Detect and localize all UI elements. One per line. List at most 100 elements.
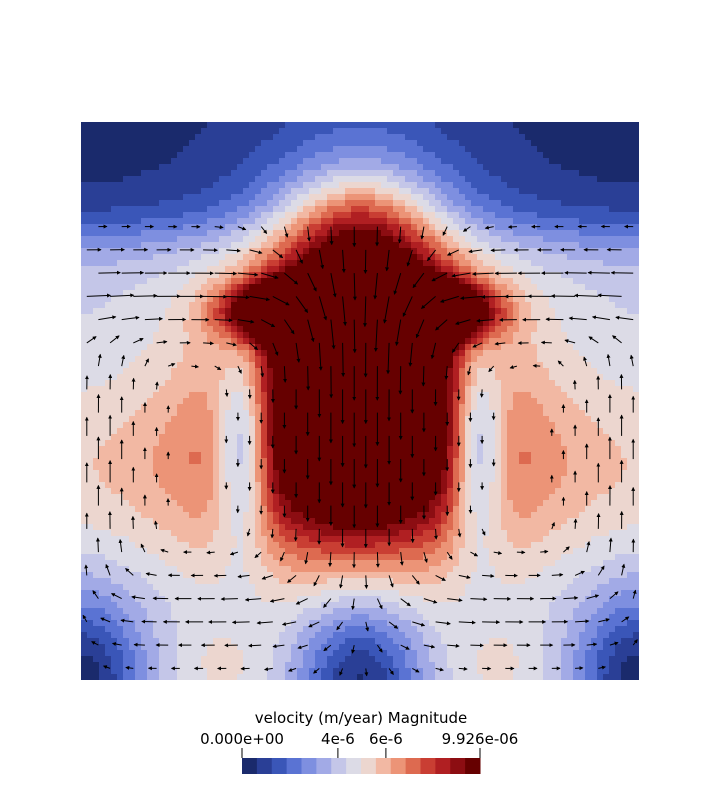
field-cell — [333, 596, 340, 603]
field-cell — [81, 170, 88, 177]
field-cell — [117, 542, 124, 549]
field-cell — [231, 566, 238, 573]
field-cell — [159, 458, 166, 465]
field-cell — [183, 500, 190, 507]
field-cell — [135, 602, 142, 609]
field-cell — [183, 260, 190, 267]
field-cell — [279, 206, 286, 213]
field-cell — [399, 350, 406, 357]
field-cell — [393, 470, 400, 477]
field-cell — [123, 338, 130, 345]
field-cell — [321, 440, 328, 447]
field-cell — [315, 668, 322, 675]
field-cell — [225, 608, 232, 615]
field-cell — [153, 368, 160, 375]
field-cell — [255, 164, 262, 171]
field-cell — [369, 218, 376, 225]
field-cell — [255, 290, 262, 297]
field-cell — [351, 398, 358, 405]
field-cell — [141, 200, 148, 207]
field-cell — [345, 254, 352, 261]
field-cell — [153, 578, 160, 585]
field-cell — [285, 188, 292, 195]
field-cell — [279, 284, 286, 291]
field-cell — [195, 158, 202, 165]
field-cell — [225, 260, 232, 267]
field-cell — [87, 230, 94, 237]
field-cell — [351, 578, 358, 585]
field-cell — [189, 218, 196, 225]
field-cell — [375, 206, 382, 213]
field-cell — [237, 284, 244, 291]
field-cell — [225, 656, 232, 663]
field-cell — [249, 380, 256, 387]
field-cell — [237, 170, 244, 177]
field-cell — [387, 494, 394, 501]
field-cell — [183, 278, 190, 285]
field-cell — [369, 530, 376, 537]
field-cell — [153, 128, 160, 135]
field-cell — [303, 182, 310, 189]
field-cell — [279, 464, 286, 471]
field-cell — [153, 662, 160, 669]
field-cell — [327, 236, 334, 243]
field-cell — [135, 170, 142, 177]
field-cell — [99, 668, 106, 675]
field-cell — [99, 458, 106, 465]
field-cell — [135, 206, 142, 213]
field-cell — [225, 176, 232, 183]
field-cell — [87, 218, 94, 225]
field-cell — [195, 206, 202, 213]
field-cell — [171, 206, 178, 213]
field-cell — [339, 638, 346, 645]
field-cell — [315, 338, 322, 345]
field-cell — [153, 212, 160, 219]
field-cell — [303, 230, 310, 237]
field-cell — [195, 662, 202, 669]
field-cell — [207, 512, 214, 519]
field-cell — [165, 446, 172, 453]
field-cell — [123, 290, 130, 297]
field-cell — [177, 302, 184, 309]
field-cell — [237, 578, 244, 585]
field-cell — [93, 296, 100, 303]
field-cell — [183, 392, 190, 399]
field-cell — [135, 344, 142, 351]
field-cell — [153, 248, 160, 255]
field-cell — [249, 614, 256, 621]
field-cell — [129, 326, 136, 333]
field-cell — [399, 140, 406, 147]
field-cell — [297, 560, 304, 567]
field-cell — [375, 416, 382, 423]
field-cell — [393, 626, 400, 633]
field-cell — [195, 422, 202, 429]
field-cell — [351, 626, 358, 633]
field-cell — [165, 518, 172, 525]
field-cell — [267, 260, 274, 267]
field-cell — [207, 284, 214, 291]
field-cell — [357, 590, 364, 597]
field-cell — [243, 182, 250, 189]
field-cell — [195, 302, 202, 309]
field-cell — [291, 386, 298, 393]
field-cell — [333, 374, 340, 381]
field-cell — [351, 488, 358, 495]
field-cell — [279, 152, 286, 159]
field-cell — [309, 536, 316, 543]
field-cell — [141, 278, 148, 285]
field-cell — [291, 266, 298, 273]
field-cell — [231, 164, 238, 171]
field-cell — [135, 374, 142, 381]
field-cell — [231, 296, 238, 303]
field-cell — [303, 152, 310, 159]
field-cell — [255, 170, 262, 177]
field-cell — [237, 506, 244, 513]
field-cell — [261, 596, 268, 603]
field-cell — [141, 656, 148, 663]
field-cell — [381, 452, 388, 459]
field-cell — [279, 218, 286, 225]
field-cell — [267, 296, 274, 303]
field-cell — [387, 404, 394, 411]
field-cell — [297, 506, 304, 513]
field-cell — [369, 230, 376, 237]
